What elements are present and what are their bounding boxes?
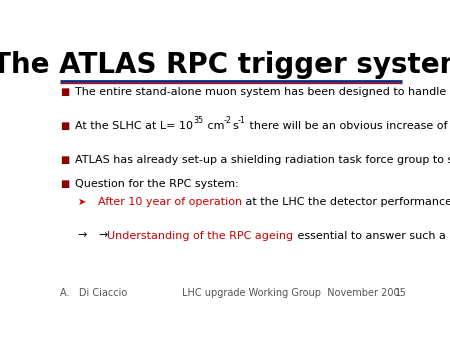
Text: After 10 year of operation: After 10 year of operation [98, 197, 242, 207]
Text: LHC upgrade Working Group  November 2005: LHC upgrade Working Group November 2005 [182, 288, 406, 298]
Text: -1: -1 [238, 116, 246, 124]
Text: cm: cm [203, 121, 224, 131]
Text: at the LHC the detector performance are still acceptable at the particle rate of: at the LHC the detector performance are … [242, 197, 450, 207]
Text: -2: -2 [224, 116, 232, 124]
Text: 35: 35 [194, 116, 203, 124]
Text: essential to answer such a question: essential to answer such a question [293, 231, 450, 241]
Text: ■: ■ [60, 88, 70, 97]
Text: Understanding of the RPC ageing: Understanding of the RPC ageing [108, 231, 293, 241]
Text: A.   Di Ciaccio: A. Di Ciaccio [60, 288, 127, 298]
Text: ATLAS has already set-up a shielding radiation task force group to study a backg: ATLAS has already set-up a shielding rad… [76, 155, 450, 165]
Text: The ATLAS RPC trigger system: The ATLAS RPC trigger system [0, 51, 450, 79]
Text: ■: ■ [60, 155, 70, 165]
Text: s: s [232, 121, 238, 131]
Text: At the SLHC at L= 10: At the SLHC at L= 10 [76, 121, 194, 131]
Text: 1: 1 [396, 288, 401, 298]
Text: →: → [98, 231, 108, 241]
Text: →: → [78, 231, 87, 241]
Text: ■: ■ [60, 121, 70, 131]
Text: Question for the RPC system:: Question for the RPC system: [76, 179, 239, 189]
Text: ■: ■ [60, 179, 70, 189]
Text: there will be an obvious increase of the background counting rate (naively a fac: there will be an obvious increase of the… [246, 121, 450, 131]
Text: ➤: ➤ [78, 197, 86, 207]
Text: The entire stand-alone muon system has been designed to handle background rates: The entire stand-alone muon system has b… [76, 88, 450, 97]
